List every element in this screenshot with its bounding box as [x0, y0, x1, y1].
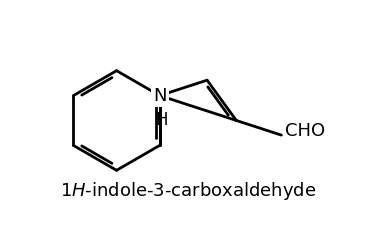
Text: CHO: CHO: [285, 122, 325, 140]
Text: 1$\it{H}$-indole-3-carboxaldehyde: 1$\it{H}$-indole-3-carboxaldehyde: [60, 180, 317, 202]
Text: N: N: [153, 87, 166, 105]
Text: H: H: [155, 110, 168, 128]
